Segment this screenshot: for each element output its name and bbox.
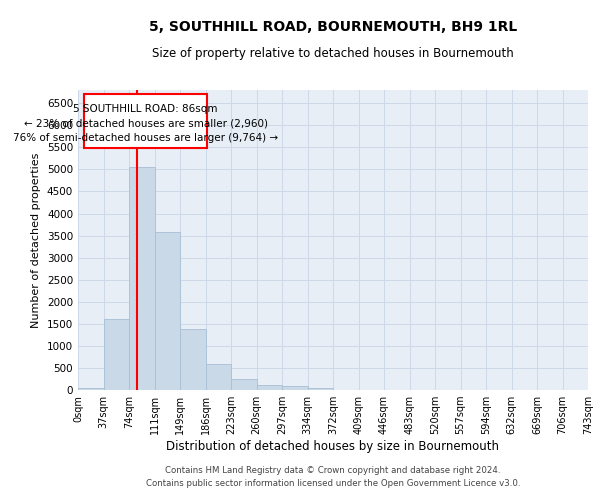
Bar: [308, 388, 333, 390]
Bar: [104, 318, 129, 390]
Text: 76% of semi-detached houses are larger (9,764) →: 76% of semi-detached houses are larger (…: [13, 134, 278, 143]
Bar: [180, 329, 205, 390]
X-axis label: Distribution of detached houses by size in Bournemouth: Distribution of detached houses by size …: [167, 440, 499, 453]
Text: ← 23% of detached houses are smaller (2,960): ← 23% of detached houses are smaller (2,…: [23, 118, 268, 128]
Bar: [129, 167, 155, 390]
Bar: [155, 232, 180, 390]
Bar: [78, 388, 104, 390]
Bar: [282, 386, 308, 390]
Bar: [257, 384, 282, 390]
Bar: [85, 94, 207, 148]
Y-axis label: Number of detached properties: Number of detached properties: [31, 152, 41, 328]
Bar: [205, 364, 231, 390]
Text: Contains HM Land Registry data © Crown copyright and database right 2024.
Contai: Contains HM Land Registry data © Crown c…: [146, 466, 520, 487]
Bar: [231, 378, 257, 390]
Text: Size of property relative to detached houses in Bournemouth: Size of property relative to detached ho…: [152, 48, 514, 60]
Text: 5, SOUTHHILL ROAD, BOURNEMOUTH, BH9 1RL: 5, SOUTHHILL ROAD, BOURNEMOUTH, BH9 1RL: [149, 20, 517, 34]
Text: 5 SOUTHHILL ROAD: 86sqm: 5 SOUTHHILL ROAD: 86sqm: [73, 104, 218, 114]
